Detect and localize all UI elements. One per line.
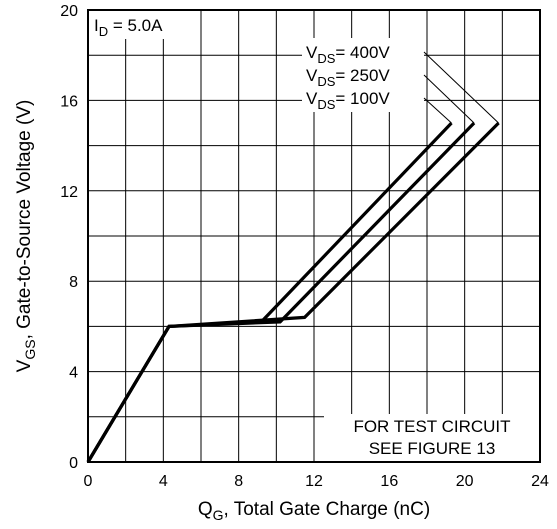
label-leader-lines (423, 51, 499, 124)
y-tick-label: 0 (69, 455, 78, 472)
series-label-250v: VDS= 250V (306, 66, 390, 89)
x-tick-label: 8 (234, 473, 243, 490)
plot-frame (87, 9, 541, 463)
note-line-1: FOR TEST CIRCUIT (353, 417, 510, 436)
x-tick-label: 0 (84, 473, 93, 490)
legend-current-label: ID = 5.0A (94, 16, 163, 39)
legend-box (89, 11, 187, 39)
leader-line (423, 97, 452, 124)
y-tick-label: 12 (60, 184, 78, 201)
y-tick-label: 20 (60, 3, 78, 20)
leader-line (423, 51, 499, 124)
tick-labels: 0 4 8 12 16 20 24 0 4 8 12 16 20 (60, 3, 549, 490)
leader-line (423, 74, 475, 124)
x-tick-label: 24 (531, 473, 549, 490)
series-labels: VDS= 400V VDS= 250V VDS= 100V (302, 38, 424, 112)
note-box (324, 414, 539, 461)
x-axis-label: QG, Total Gate Charge (nC) (198, 499, 430, 523)
x-tick-label: 16 (380, 473, 398, 490)
series-labels-box (302, 38, 424, 112)
y-axis-label: VGS, Gate-to-Source Voltage (V) (14, 100, 38, 373)
series-line (86, 121, 476, 463)
note-line-2: SEE FIGURE 13 (369, 439, 496, 458)
y-tick-label: 4 (69, 365, 78, 382)
series-line (86, 121, 453, 463)
y-tick-label: 8 (69, 274, 78, 291)
series-layer (86, 121, 500, 463)
x-tick-label: 20 (456, 473, 474, 490)
series-label-100v: VDS= 100V (306, 89, 390, 112)
x-tick-label: 12 (305, 473, 323, 490)
y-tick-label: 16 (60, 93, 78, 110)
x-tick-label: 4 (159, 473, 168, 490)
series-label-400v: VDS= 400V (306, 43, 390, 66)
series-line (86, 121, 500, 463)
